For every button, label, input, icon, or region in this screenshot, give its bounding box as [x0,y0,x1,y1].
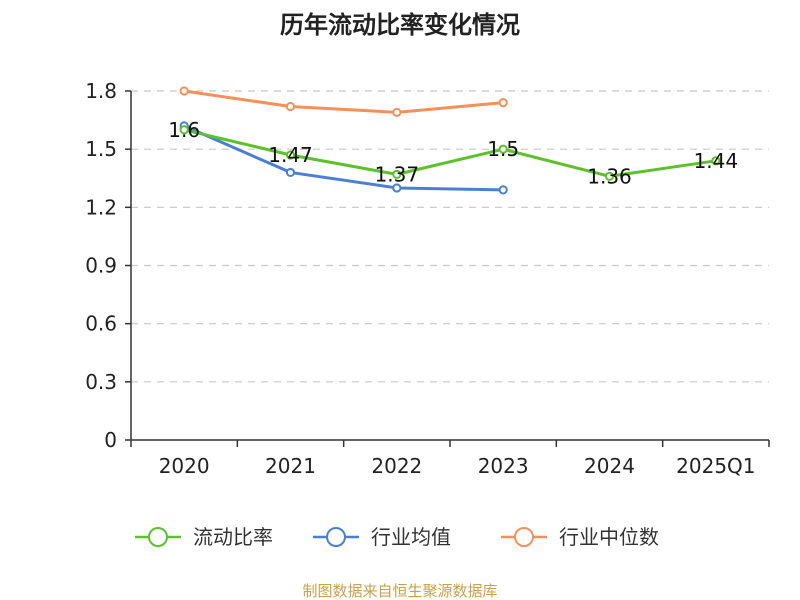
series-layer [179,86,721,195]
data-point[interactable] [604,171,615,181]
legend: 流动比率 行业均值 行业中位数 [135,525,659,549]
data-point[interactable] [392,107,402,117]
x-tick-label: 2022 [371,454,422,478]
x-tick-label: 2025Q1 [676,454,755,478]
legend-label: 流动比率 [193,525,273,549]
data-label: 1.37 [375,162,420,186]
y-tick-label: 0 [104,428,117,452]
axes: 0 0.3 0.6 0.9 1.2 1.5 1.8 2020 2021 2022 2023 2024 2… [85,79,770,478]
source-footer: 制图数据来自恒生聚源数据库 [302,582,497,600]
data-label: 1.6 [168,118,200,142]
grid-lines [131,90,769,383]
chart-title: 历年流动比率变化情况 [280,11,520,39]
legend-marker [148,527,168,547]
x-tick-label: 2024 [584,454,635,478]
data-point[interactable] [498,185,508,195]
data-point[interactable] [285,167,296,178]
data-label: 1.44 [694,149,739,173]
data-label: 1.36 [587,164,632,188]
data-labels: 1.6 1.47 1.37 1.5 1.36 1.44 [168,118,738,189]
data-point[interactable] [498,98,508,108]
data-point[interactable] [392,183,402,193]
series-1 [179,121,508,195]
y-tick-label: 0.9 [85,254,117,278]
y-tick-label: 1.8 [85,79,117,103]
data-point[interactable] [711,156,721,166]
y-tick-label: 1.2 [85,195,117,219]
series-0 [179,125,721,181]
data-point[interactable] [285,101,296,112]
legend-label: 行业中位数 [559,525,659,549]
y-tick-label: 0.6 [85,312,117,336]
legend-marker [326,527,346,547]
data-point[interactable] [392,169,402,179]
legend-item[interactable]: 流动比率 [135,525,273,549]
data-label: 1.47 [268,143,313,167]
series-line [183,124,504,192]
series-line [183,89,504,114]
data-point[interactable] [285,150,296,160]
legend-marker [514,527,534,547]
data-label: 1.5 [487,137,519,161]
data-point[interactable] [179,86,189,96]
series-2 [179,86,508,117]
legend-item[interactable]: 行业中位数 [501,525,659,549]
y-tick-label: 1.5 [85,137,117,161]
legend-item[interactable]: 行业均值 [313,525,451,549]
x-tick-label: 2020 [159,454,210,478]
data-point[interactable] [179,125,189,135]
series-line [183,128,717,178]
data-point[interactable] [498,144,508,154]
legend-label: 行业均值 [371,525,451,549]
x-tick-label: 2021 [265,454,316,478]
x-tick-label: 2023 [478,454,529,478]
y-tick-label: 0.3 [85,370,117,394]
